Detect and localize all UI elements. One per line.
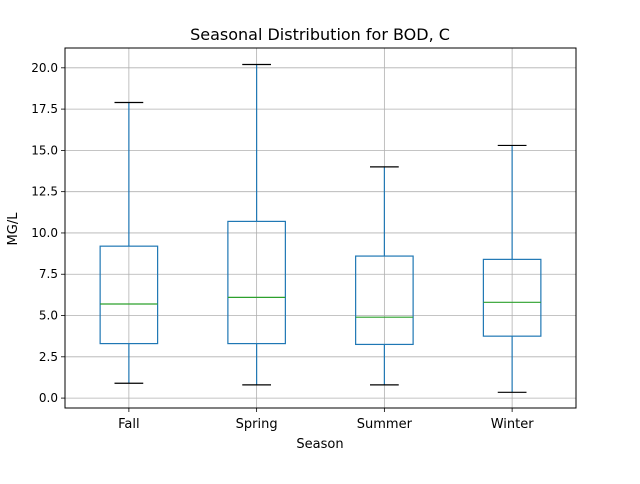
box-iqr	[99, 245, 159, 345]
box-iqr	[482, 258, 542, 337]
box-group-fall	[99, 101, 159, 384]
axis-layer: 0.0 2.5 5.0 7.5 10.0 12.5 15.0 17.5 20.0 Fall Spri…	[31, 61, 534, 432]
y-tick-label: 15.0	[31, 143, 58, 157]
chart-title: Seasonal Distribution for BOD, C	[190, 25, 450, 44]
y-tick-label: 12.5	[31, 185, 58, 199]
x-axis-label: Season	[296, 437, 343, 452]
y-tick-label: 2.5	[39, 350, 58, 364]
box-iqr	[227, 220, 286, 345]
y-tick-label: 17.5	[31, 102, 58, 116]
box-group-winter	[482, 144, 542, 393]
box-group-spring	[227, 63, 286, 386]
box-group-summer	[355, 166, 414, 386]
plot-frame	[64, 47, 577, 409]
y-tick-label: 0.0	[39, 391, 58, 405]
y-tick-label: 20.0	[31, 61, 58, 75]
y-axis-label: MG/L	[6, 212, 21, 246]
box-iqr	[355, 255, 414, 346]
x-tick-label: Summer	[357, 417, 413, 432]
x-tick-label: Winter	[491, 417, 535, 432]
y-tick-label: 10.0	[31, 226, 58, 240]
x-tick-label: Spring	[236, 417, 278, 432]
y-tick-label: 7.5	[39, 267, 58, 281]
plot-layer	[99, 63, 542, 393]
x-tick-label: Fall	[118, 417, 139, 432]
y-tick-label: 5.0	[39, 309, 58, 323]
